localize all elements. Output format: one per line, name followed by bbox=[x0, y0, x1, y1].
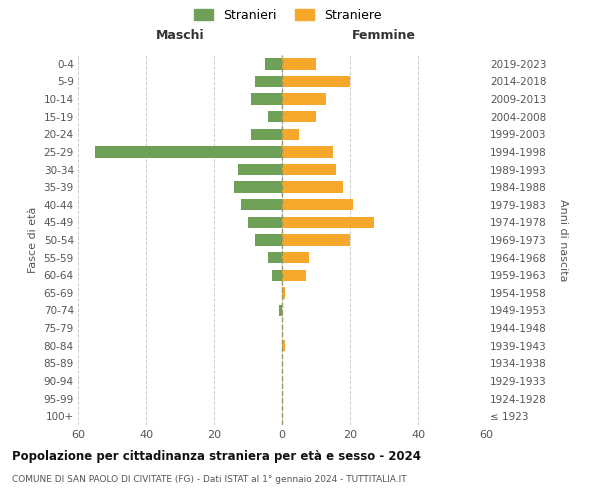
Bar bbox=[282, 58, 316, 70]
Text: Maschi: Maschi bbox=[155, 29, 205, 42]
Bar bbox=[248, 216, 282, 228]
Y-axis label: Anni di nascita: Anni di nascita bbox=[558, 198, 568, 281]
Bar bbox=[282, 94, 326, 105]
Bar bbox=[272, 270, 282, 281]
Bar bbox=[282, 199, 353, 210]
Bar bbox=[282, 76, 350, 87]
Bar bbox=[282, 128, 299, 140]
Text: COMUNE DI SAN PAOLO DI CIVITATE (FG) - Dati ISTAT al 1° gennaio 2024 - TUTTITALI: COMUNE DI SAN PAOLO DI CIVITATE (FG) - D… bbox=[12, 475, 407, 484]
Bar bbox=[235, 182, 282, 193]
Bar bbox=[278, 304, 282, 316]
Bar bbox=[268, 111, 282, 122]
Bar bbox=[282, 234, 350, 246]
Bar bbox=[282, 287, 286, 298]
Bar bbox=[238, 164, 282, 175]
Bar bbox=[282, 164, 337, 175]
Text: Popolazione per cittadinanza straniera per età e sesso - 2024: Popolazione per cittadinanza straniera p… bbox=[12, 450, 421, 463]
Bar bbox=[95, 146, 282, 158]
Text: Femmine: Femmine bbox=[352, 29, 416, 42]
Bar bbox=[241, 199, 282, 210]
Bar bbox=[282, 252, 309, 264]
Bar bbox=[282, 340, 286, 351]
Bar bbox=[251, 128, 282, 140]
Bar bbox=[265, 58, 282, 70]
Bar bbox=[268, 252, 282, 264]
Bar bbox=[255, 234, 282, 246]
Bar bbox=[282, 216, 374, 228]
Bar bbox=[282, 146, 333, 158]
Bar bbox=[282, 111, 316, 122]
Bar bbox=[255, 76, 282, 87]
Legend: Stranieri, Straniere: Stranieri, Straniere bbox=[194, 8, 382, 22]
Bar bbox=[251, 94, 282, 105]
Bar bbox=[282, 182, 343, 193]
Y-axis label: Fasce di età: Fasce di età bbox=[28, 207, 38, 273]
Bar bbox=[282, 270, 306, 281]
